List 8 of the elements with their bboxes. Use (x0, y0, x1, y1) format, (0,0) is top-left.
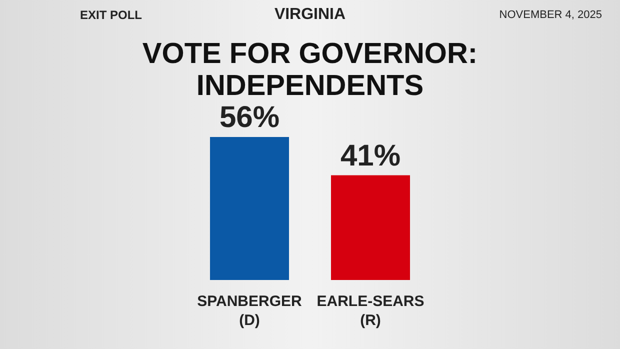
chart-subtitle: VIRGINIA (274, 6, 346, 23)
chart-title: VOTE FOR GOVERNOR: INDEPENDENTS (141, 38, 479, 102)
x-tick-label: EARLE-SEARS (R) (316, 293, 424, 329)
x-tick-label: SPANBERGER (D) (197, 293, 302, 329)
text: NOVEMBER 4, 2025 (499, 9, 602, 21)
data-label: 41% (340, 139, 401, 172)
text: EXIT POLL (80, 8, 142, 22)
data-label: 56% (219, 101, 280, 134)
